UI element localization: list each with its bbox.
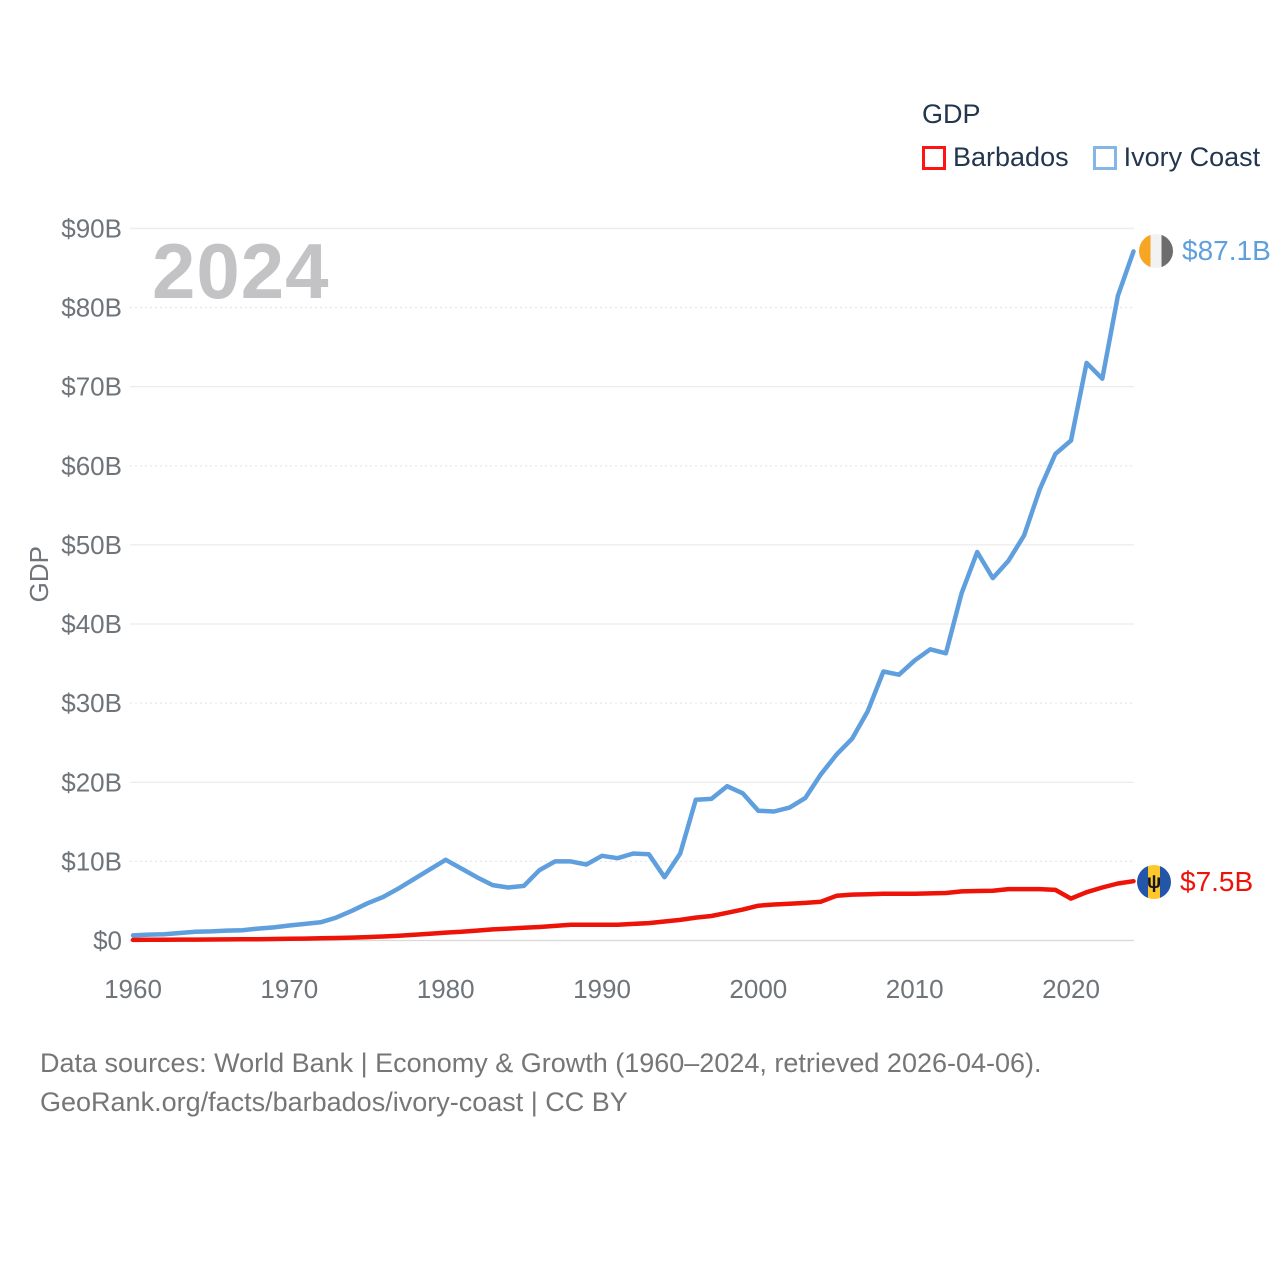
y-tick-label: $80B [61,293,122,323]
legend-row: Barbados Ivory Coast [922,142,1260,173]
y-tick-label: $0 [93,926,122,956]
y-tick-label: $10B [61,846,122,876]
y-tick-label: $60B [61,451,122,481]
x-tick-label: 1980 [417,974,475,1004]
trident-icon: ψ [1146,871,1162,893]
y-tick-label: $50B [61,530,122,560]
ivory-coast-end-value: $87.1B [1182,235,1271,266]
barbados-line[interactable] [130,878,1136,943]
ivory-coast-end-label: $87.1B [1139,234,1271,268]
ivory-coast-flag-icon [1139,234,1173,268]
legend-item-ivory-coast[interactable]: Ivory Coast [1092,142,1261,173]
barbados-swatch-icon [922,145,946,170]
y-tick-label: $90B [61,213,122,243]
x-tick-label: 1960 [104,974,162,1004]
year-watermark: 2024 [152,227,330,315]
x-tick-label: 2000 [729,974,787,1004]
barbados-end-value: $7.5B [1180,866,1254,897]
y-tick-label: $20B [61,767,122,797]
barbados-flag-icon: ψ [1137,865,1171,899]
footer: Data sources: World Bank | Economy & Gro… [40,1044,1042,1122]
legend-title: GDP [922,99,981,129]
ivory-coast-swatch-icon [1092,145,1117,170]
footer-attribution-line: GeoRank.org/facts/barbados/ivory-coast |… [40,1087,628,1117]
y-tick-label: $70B [61,372,122,402]
y-tick-label: $30B [61,688,122,718]
barbados-end-label: ψ $7.5B [1137,865,1253,899]
y-tick-label: $40B [61,609,122,639]
x-tick-label: 2010 [886,974,944,1004]
legend-item-barbados[interactable]: Barbados [922,142,1069,173]
gdp-chart: $0 $10B $20B $30B $40B $50B $60B $70B $80B $90B 19… [24,99,1271,1004]
footer-sources-line: Data sources: World Bank | Economy & Gro… [40,1048,1042,1078]
gdp-line-plot: $0 $10B $20B $30B $40B $50B $60B $70B $80B $90B 19… [61,213,1136,1004]
chart-legend: GDP Barbados Ivory Coast [922,99,1260,173]
x-tick-label: 1990 [573,974,631,1004]
x-tick-label: 1970 [260,974,318,1004]
legend-label: Ivory Coast [1123,142,1261,172]
legend-label: Barbados [953,142,1069,172]
x-tick-label: 2020 [1042,974,1100,1004]
ivory-coast-line[interactable] [130,249,1136,938]
y-axis-title: GDP [24,546,54,603]
